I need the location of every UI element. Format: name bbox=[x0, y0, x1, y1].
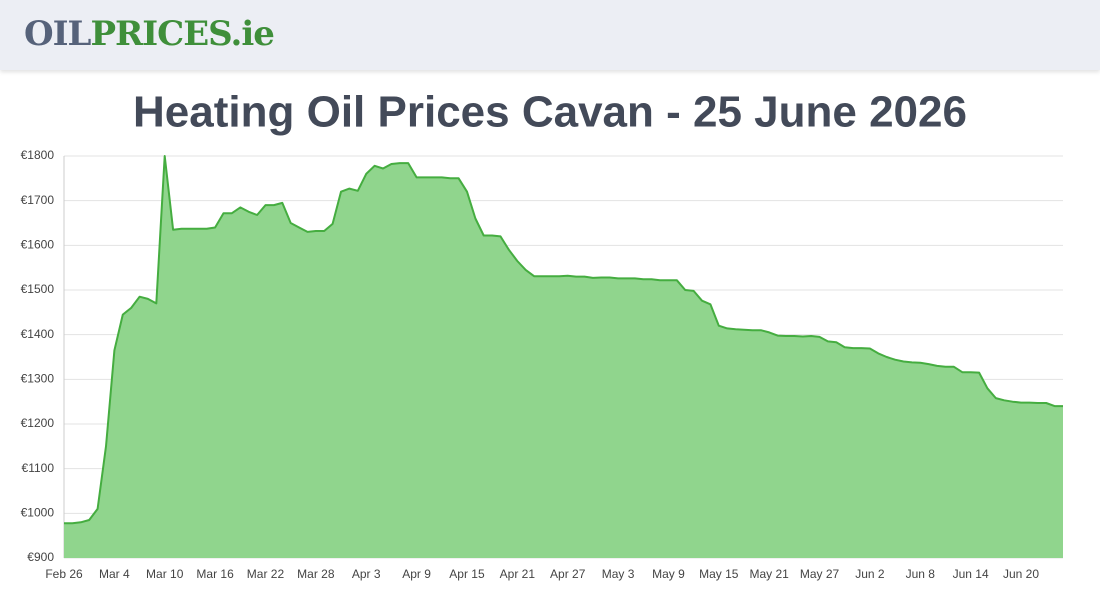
x-tick-label: May 9 bbox=[652, 567, 685, 581]
x-tick-label: Apr 9 bbox=[402, 567, 431, 581]
x-tick-label: May 27 bbox=[800, 567, 840, 581]
x-tick-label: Apr 21 bbox=[500, 567, 536, 581]
chart: Heating Oil Prices Cavan - 25 June 2026 … bbox=[21, 88, 1063, 581]
y-tick-label: €1600 bbox=[21, 238, 55, 252]
line bbox=[64, 155, 1063, 525]
x-tick-label: May 21 bbox=[749, 567, 789, 581]
logo-text: PRICES.ie bbox=[90, 14, 274, 54]
x-tick-label: Apr 27 bbox=[550, 567, 586, 581]
x-tick-label: May 15 bbox=[699, 567, 739, 581]
x-tick-label: Feb 26 bbox=[45, 567, 83, 581]
y-tick-label: €900 bbox=[27, 550, 54, 564]
logo-text: OIL bbox=[24, 14, 91, 54]
y-tick-label: €1400 bbox=[21, 327, 55, 341]
x-tick-label: Mar 22 bbox=[247, 567, 285, 581]
x-tick-label: Apr 3 bbox=[352, 567, 381, 581]
x-tick-label: Mar 28 bbox=[297, 567, 335, 581]
x-tick-label: Apr 15 bbox=[449, 567, 485, 581]
y-tick-label: €1500 bbox=[21, 282, 55, 296]
x-tick-label: Jun 2 bbox=[855, 567, 885, 581]
y-tick-label: €1000 bbox=[21, 506, 55, 520]
x-tick-label: Mar 10 bbox=[146, 567, 184, 581]
x-tick-label: Mar 16 bbox=[196, 567, 234, 581]
x-tick-label: Jun 8 bbox=[906, 567, 936, 581]
logo[interactable]: OILPRICES.ie bbox=[24, 14, 275, 54]
x-tick-label: Mar 4 bbox=[99, 567, 130, 581]
y-tick-label: €1300 bbox=[21, 372, 55, 386]
y-tick-label: €1200 bbox=[21, 416, 55, 430]
area bbox=[64, 156, 1063, 558]
header: OILPRICES.ie bbox=[0, 0, 1100, 70]
chart-title: Heating Oil Prices Cavan - 25 June 2026 bbox=[133, 88, 967, 137]
x-tick-label: Jun 14 bbox=[953, 567, 989, 581]
y-tick-label: €1800 bbox=[21, 148, 55, 162]
x-tick-label: Jun 20 bbox=[1003, 567, 1039, 581]
x-tick-label: May 3 bbox=[602, 567, 635, 581]
y-tick-label: €1700 bbox=[21, 193, 55, 207]
y-tick-label: €1100 bbox=[22, 461, 55, 475]
